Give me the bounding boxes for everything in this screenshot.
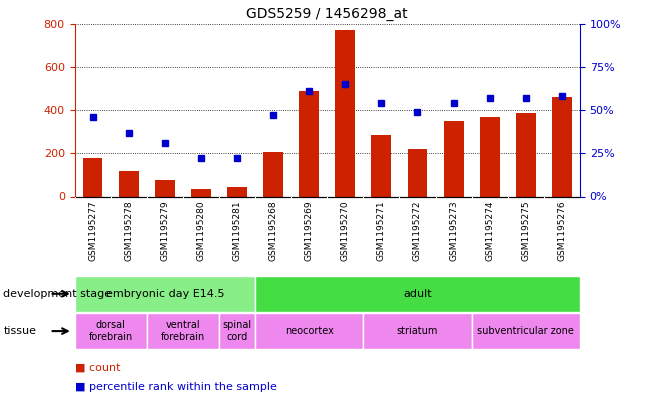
Bar [75, 313, 146, 349]
Text: GSM1195272: GSM1195272 [413, 200, 422, 261]
Text: GSM1195268: GSM1195268 [268, 200, 277, 261]
Text: development stage: development stage [3, 289, 111, 299]
Bar [408, 149, 428, 196]
Bar [444, 121, 463, 196]
Text: GSM1195271: GSM1195271 [377, 200, 386, 261]
Bar [219, 313, 255, 349]
Bar [299, 90, 319, 196]
Text: ■ count: ■ count [75, 362, 120, 373]
Bar [336, 30, 355, 196]
Text: GSM1195278: GSM1195278 [124, 200, 133, 261]
Text: GSM1195274: GSM1195274 [485, 200, 494, 261]
Title: GDS5259 / 1456298_at: GDS5259 / 1456298_at [246, 7, 408, 21]
Bar [155, 180, 175, 196]
Text: GSM1195270: GSM1195270 [341, 200, 350, 261]
Text: GSM1195280: GSM1195280 [196, 200, 205, 261]
Text: GSM1195269: GSM1195269 [305, 200, 314, 261]
Bar [146, 313, 219, 349]
Bar [255, 276, 580, 312]
Bar [227, 187, 247, 196]
Text: GSM1195281: GSM1195281 [233, 200, 242, 261]
Text: neocortex: neocortex [284, 326, 334, 336]
Bar [364, 313, 472, 349]
Text: embryonic day E14.5: embryonic day E14.5 [106, 289, 224, 299]
Bar [263, 152, 283, 196]
Text: tissue: tissue [3, 326, 36, 336]
Bar [516, 113, 536, 196]
Text: ■ percentile rank within the sample: ■ percentile rank within the sample [75, 382, 277, 392]
Bar [255, 313, 364, 349]
Bar [83, 158, 102, 196]
Text: subventricular zone: subventricular zone [478, 326, 574, 336]
Text: adult: adult [403, 289, 432, 299]
Bar [472, 313, 580, 349]
Text: GSM1195275: GSM1195275 [521, 200, 530, 261]
Text: ventral
forebrain: ventral forebrain [161, 320, 205, 342]
Text: spinal
cord: spinal cord [222, 320, 251, 342]
Text: GSM1195276: GSM1195276 [557, 200, 566, 261]
Text: GSM1195279: GSM1195279 [160, 200, 169, 261]
Bar [191, 189, 211, 196]
Bar [552, 97, 572, 196]
Text: dorsal
forebrain: dorsal forebrain [89, 320, 133, 342]
Text: GSM1195277: GSM1195277 [88, 200, 97, 261]
Bar [371, 135, 391, 196]
Bar [480, 116, 500, 196]
Bar [75, 276, 255, 312]
Text: GSM1195273: GSM1195273 [449, 200, 458, 261]
Text: striatum: striatum [397, 326, 438, 336]
Bar [119, 171, 139, 196]
